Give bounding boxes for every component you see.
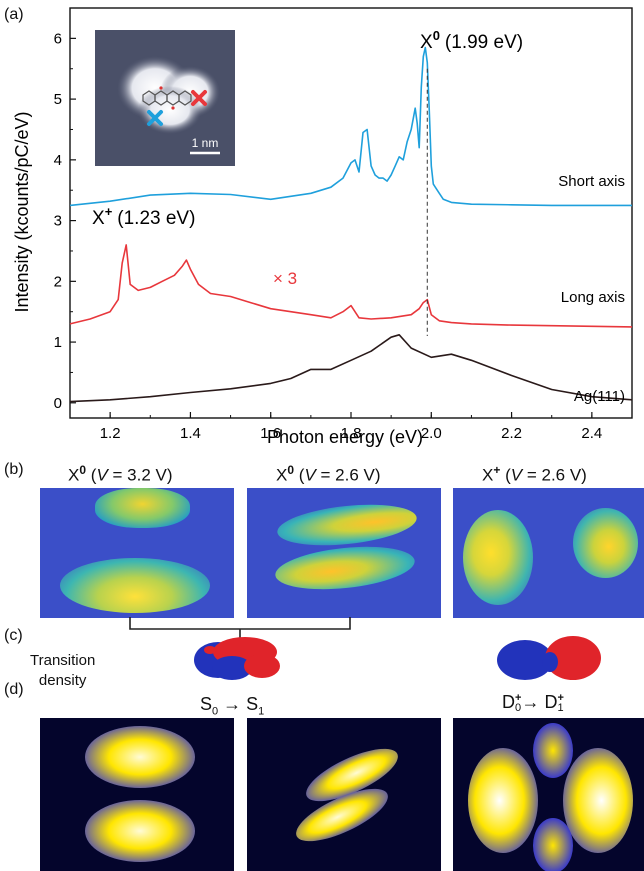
spectrum-chart: 1.2 1.4 1.6 1.8 2.0 2.2 2.4 0 1 2 3 4 5 6 1 nm X0 (1.9… — [12, 7, 633, 447]
x-tick-label: 2.0 — [421, 425, 442, 442]
scalebar-label: 1 nm — [192, 136, 219, 150]
x-axis-title: Photon energy (eV) — [267, 427, 423, 447]
stm-inset: 1 nm — [95, 30, 235, 166]
y-tick-label: 4 — [54, 152, 62, 169]
xplus-annotation: X+ (1.23 eV) — [92, 204, 195, 229]
y-tick-label: 6 — [54, 30, 62, 47]
transition-density-label: Transition density — [30, 652, 96, 689]
x-tick-label: 1.4 — [180, 425, 201, 442]
tip-position-long-axis-icon — [191, 90, 207, 106]
series-label-short-axis: Short axis — [558, 173, 625, 190]
panel-label-a: (a) — [4, 6, 24, 23]
series-label-long-axis: Long axis — [561, 289, 625, 306]
series-line-1 — [69, 46, 632, 207]
y-tick-label: 0 — [54, 395, 62, 412]
x-tick-label: 2.4 — [581, 425, 602, 442]
series-line-3 — [69, 334, 633, 403]
stm-map-x0-3v2 — [40, 488, 234, 618]
scale-factor-label: × 3 — [273, 269, 297, 288]
x-tick-label: 2.2 — [501, 425, 522, 442]
molecule-structure-icon — [142, 86, 192, 110]
map-title-2: X0 (V = 2.6 V) — [276, 463, 381, 485]
panel-label-d: (d) — [4, 681, 24, 698]
x0-annotation: X0 (1.99 eV) — [420, 28, 523, 53]
series-label-ag111: Ag(111) — [574, 388, 625, 405]
tip-position-short-axis-icon — [147, 110, 163, 126]
sim-map-3 — [453, 718, 644, 871]
stm-map-xplus-2v6 — [453, 488, 644, 618]
y-tick-label: 2 — [54, 273, 62, 290]
panel-label-b: (b) — [4, 461, 24, 478]
series-line-2 — [69, 244, 633, 328]
panel-label-c: (c) — [4, 627, 23, 644]
stm-map-x0-2v6 — [247, 488, 441, 618]
y-tick-label: 1 — [54, 334, 62, 351]
map-title-3: X+ (V = 2.6 V) — [482, 463, 587, 485]
y-tick-label: 3 — [54, 213, 62, 230]
sim-map-2 — [247, 718, 441, 871]
x-tick-label: 1.8 — [341, 425, 362, 442]
transition-density-s0-s1-icon — [194, 637, 280, 680]
x-tick-label: 1.2 — [100, 425, 121, 442]
sim-map-1 — [40, 718, 234, 871]
x-tick-label: 1.6 — [260, 425, 281, 442]
transition-label-d0-d1: D +0 → D +1 — [502, 692, 564, 715]
y-axis-title: Intensity (kcounts/pC/eV) — [12, 111, 32, 312]
transition-density-d0-d1-icon — [497, 636, 601, 680]
map-title-1: X0 (V = 3.2 V) — [68, 463, 173, 485]
transition-label-s0-s1: S0 → S1 — [200, 694, 265, 718]
y-tick-label: 5 — [54, 91, 62, 108]
